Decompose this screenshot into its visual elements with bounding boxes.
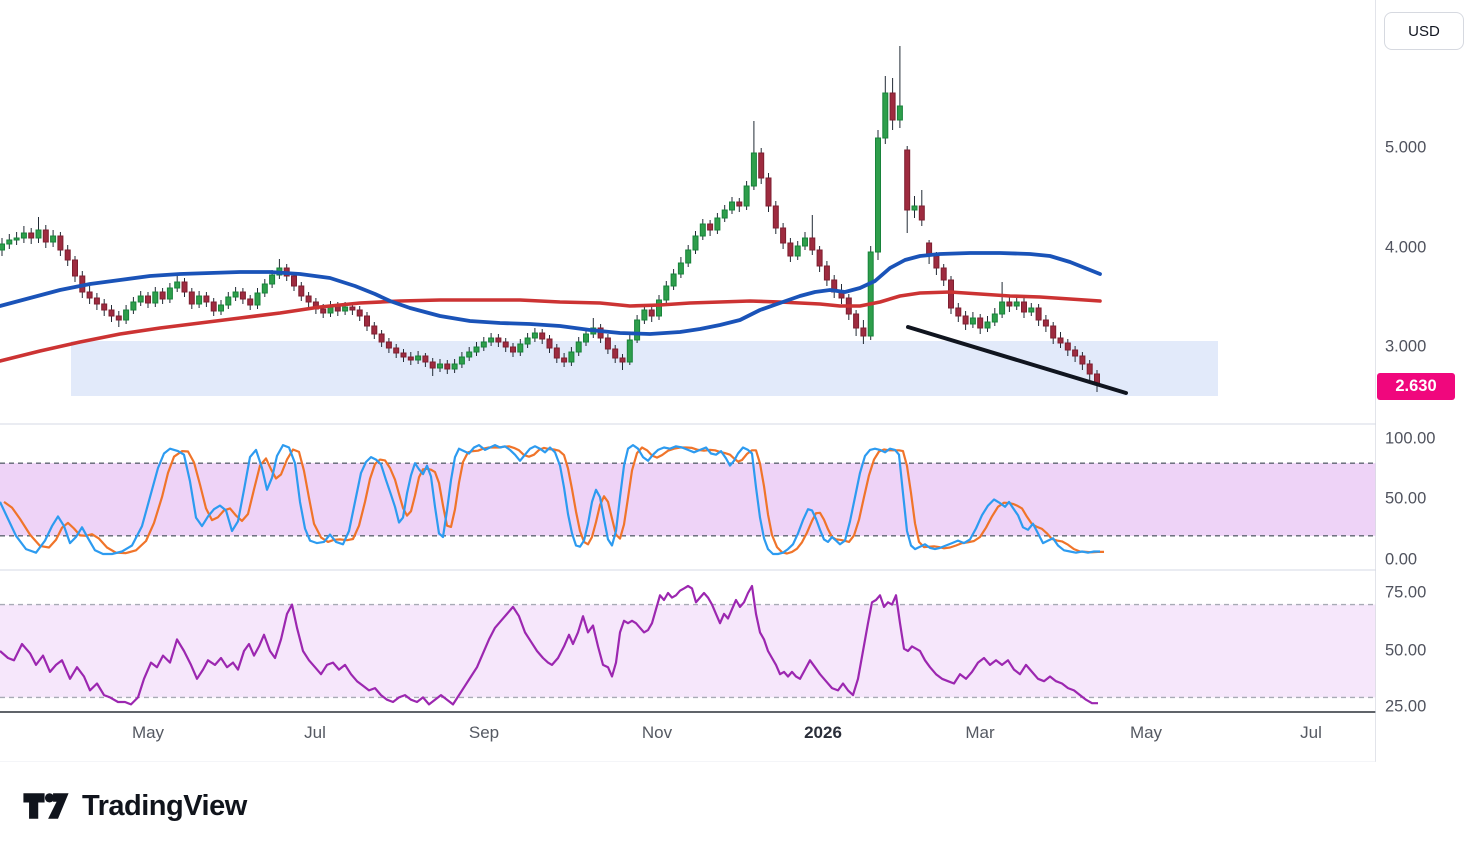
stoch-band bbox=[0, 463, 1376, 536]
price-scale-label: 5.000 bbox=[1385, 138, 1427, 157]
price-scale-label: 3.000 bbox=[1385, 337, 1427, 356]
rsi-line[interactable] bbox=[0, 584, 1098, 706]
stoch-d-line[interactable] bbox=[3, 445, 1104, 555]
currency-button[interactable]: USD bbox=[1384, 12, 1464, 50]
chart-plot-area[interactable] bbox=[0, 0, 1484, 762]
price-scale[interactable]: USD 2.630 5.000 4.000 3.000 100.00 50.00 0.00… bbox=[1376, 0, 1484, 762]
tradingview-logo[interactable]: TradingView bbox=[22, 784, 247, 828]
time-scale-label-2026[interactable]: 2026 bbox=[804, 723, 842, 742]
time-scale-label-jul[interactable]: Jul bbox=[1300, 723, 1322, 742]
time-scale-label-sep[interactable]: Sep bbox=[468, 723, 500, 742]
price-scale-label: 50.00 bbox=[1385, 489, 1427, 508]
candlestick-series bbox=[0, 46, 1100, 392]
time-scale-label-jul[interactable]: Jul bbox=[304, 723, 326, 742]
tradingview-logo-text: TradingView bbox=[82, 789, 247, 822]
last-price-label: 2.630 bbox=[1377, 373, 1455, 400]
price-scale-label: 0.00 bbox=[1385, 550, 1418, 569]
stoch-k-line[interactable] bbox=[0, 444, 1100, 556]
price-scale-label: 4.000 bbox=[1385, 238, 1427, 257]
price-scale-label: 25.00 bbox=[1385, 697, 1427, 716]
price-scale-label: 100.00 bbox=[1385, 429, 1436, 448]
time-scale-label-mar[interactable]: Mar bbox=[965, 723, 995, 742]
ma-fast-line[interactable] bbox=[0, 251, 1102, 336]
time-scale-label-may[interactable]: May bbox=[1129, 723, 1163, 742]
trendline[interactable] bbox=[906, 325, 1128, 395]
rsi-band bbox=[0, 604, 1376, 698]
tradingview-logo-icon bbox=[23, 793, 69, 819]
ma-slow-line[interactable] bbox=[0, 290, 1102, 363]
time-scale-label-nov[interactable]: Nov bbox=[641, 723, 673, 742]
price-scale-label: 50.00 bbox=[1385, 641, 1427, 660]
time-scale-label-may[interactable]: May bbox=[131, 723, 165, 742]
support-zone[interactable] bbox=[71, 341, 1218, 396]
price-scale-label: 75.00 bbox=[1385, 583, 1427, 602]
